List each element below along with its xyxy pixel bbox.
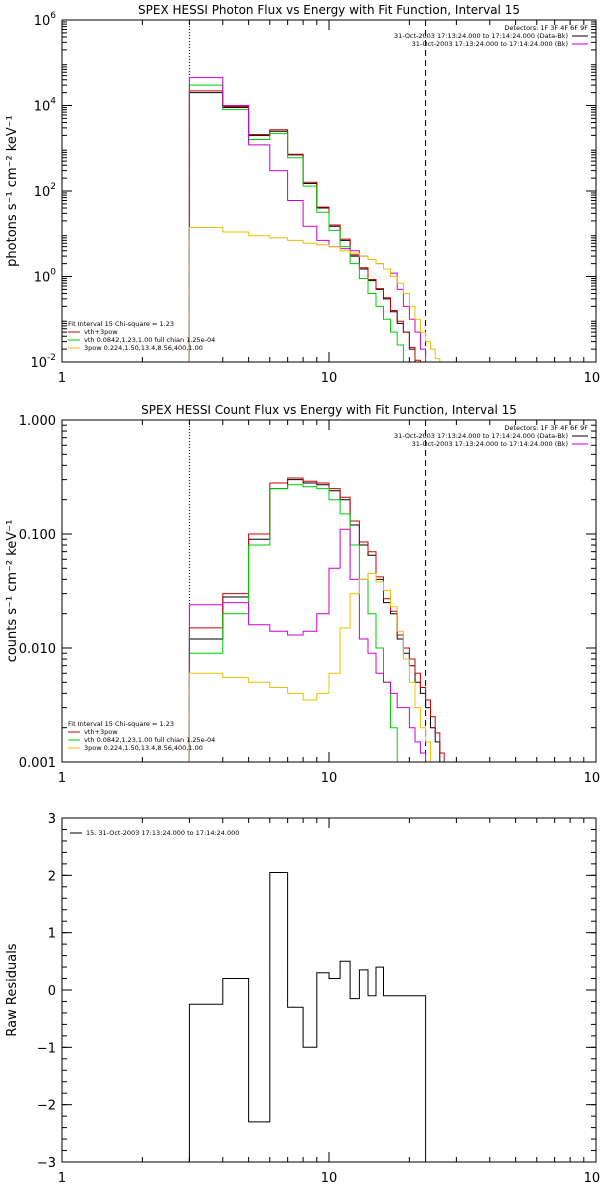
x-tick-label: 10 (321, 371, 338, 386)
x-tick-label: 1 (58, 1171, 66, 1186)
y-tick-label: 0.010 (19, 642, 56, 657)
y-tick-label: 0.100 (19, 528, 56, 543)
series-line-3 (188, 84, 426, 362)
y-axis-label: counts s⁻¹ cm⁻² keV⁻¹ (5, 520, 20, 663)
series-line-5 (188, 227, 445, 362)
y-axis-label: photons s⁻¹ cm⁻² keV⁻¹ (5, 115, 20, 267)
legend-entry-text: vth 0.0842,1.23,1.00 full chian 1.25e-04 (84, 336, 215, 344)
x-tick-label: 100 (584, 371, 600, 386)
x-tick-label: 10 (321, 1171, 338, 1186)
series-line-5 (188, 573, 445, 762)
chart-title: SPEX HESSI Count Flux vs Energy with Fit… (141, 403, 517, 417)
y-tick-label: 1 (48, 927, 56, 942)
chart-title: SPEX HESSI Photon Flux vs Energy with Fi… (138, 3, 520, 17)
x-tick-label: 1 (58, 371, 66, 386)
legend-entry-text: Fit Interval 15 Chi-square = 1.23 (68, 720, 174, 728)
legend-entry-text: 15. 31-Oct-2003 17:13:24.000 to 17:14:24… (86, 829, 239, 837)
y-tick-label: 0.001 (19, 756, 56, 771)
legend-entry-text: vth+3pow (84, 728, 118, 736)
legend-entry-text: 31-Oct-2003 17:13:24.000 to 17:14:24.000… (412, 440, 568, 448)
legend-entry-text: 3pow 0.224,1.50,13.4,8.56,400,1.00 (84, 344, 203, 352)
legend-entry-text: 31-Oct-2003 17:13:24.000 to 17:14:24.000… (394, 432, 568, 440)
legend-entry-text: 3pow 0.224,1.50,13.4,8.56,400,1.00 (84, 744, 203, 752)
series-line-2 (188, 477, 445, 762)
legend-entry-text: Detectors: 1F 3F 4F 6F 9F (504, 24, 588, 32)
y-tick-exponent: -2 (47, 353, 56, 363)
plot-frame (61, 817, 597, 1163)
legend-entry-text: Fit Interval 15 Chi-square = 1.23 (68, 320, 174, 328)
x-tick-label: 1 (58, 771, 66, 786)
legend-entry-text: vth 0.0842,1.23,1.00 full chian 1.25e-04 (84, 736, 215, 744)
legend-entry-text: vth+3pow (84, 328, 118, 336)
y-tick-exponent: 6 (50, 11, 56, 21)
chart-panel-1: SPEX HESSI Photon Flux vs Energy with Fi… (5, 3, 600, 386)
series-line-1 (188, 872, 427, 1162)
plot-frame (61, 19, 597, 363)
y-tick-label: 3 (48, 812, 56, 827)
chart-panel-2: SPEX HESSI Count Flux vs Energy with Fit… (5, 403, 600, 786)
y-tick-label: −1 (37, 1041, 56, 1056)
chart-panel-3: Raw Residuals 1 10 100 −3 −2 −1 0 1 2 3 15. 31-Oct-… (5, 812, 600, 1186)
y-tick-label: −2 (37, 1099, 56, 1114)
y-tick-label: 1.000 (19, 414, 56, 429)
x-tick-label: 100 (584, 1171, 600, 1186)
y-tick-label: 2 (48, 869, 56, 884)
y-tick-label: 0 (48, 984, 56, 999)
y-tick-exponent: 0 (50, 268, 56, 278)
y-tick-label: −3 (37, 1156, 56, 1171)
legend-entry-text: 31-Oct-2003 17:13:24.000 to 17:14:24.000… (412, 40, 568, 48)
plot-frame (61, 419, 597, 763)
x-tick-label: 10 (321, 771, 338, 786)
legend-entry-text: 31-Oct-2003 17:13:24.000 to 17:14:24.000… (394, 32, 568, 40)
x-tick-label: 100 (584, 771, 600, 786)
y-tick-exponent: 4 (50, 97, 56, 107)
y-axis-label: Raw Residuals (5, 943, 20, 1036)
y-tick-exponent: 2 (50, 182, 56, 192)
panels: SPEX HESSI Photon Flux vs Energy with Fi… (5, 3, 600, 1186)
legend-entry-text: Detectors: 1F 3F 4F 6F 9F (504, 424, 588, 432)
